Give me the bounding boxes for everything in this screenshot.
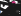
FancyBboxPatch shape — [1, 2, 3, 3]
Text: Function
owner: Function owner — [0, 0, 21, 16]
Text: $: $ — [0, 0, 11, 14]
Bar — [8, 11, 9, 13]
Bar — [8, 12, 9, 13]
FancyBboxPatch shape — [0, 0, 14, 9]
Circle shape — [9, 7, 10, 8]
Text: >_: >_ — [5, 0, 21, 14]
FancyBboxPatch shape — [2, 11, 3, 12]
FancyBboxPatch shape — [17, 11, 18, 12]
Text: App Bridge UI: App Bridge UI — [0, 0, 21, 15]
FancyBboxPatch shape — [15, 2, 20, 7]
FancyBboxPatch shape — [6, 5, 11, 6]
Text: Function: Function — [0, 0, 21, 6]
Text: GraphQL
Admin API: GraphQL Admin API — [9, 0, 21, 16]
Circle shape — [12, 3, 13, 4]
Bar — [5, 1, 12, 6]
Text: Merchant: Merchant — [0, 0, 21, 15]
Bar — [17, 3, 19, 4]
Text: App: App — [1, 0, 21, 15]
FancyBboxPatch shape — [6, 10, 11, 15]
Circle shape — [8, 8, 9, 9]
FancyBboxPatch shape — [14, 9, 21, 16]
Ellipse shape — [5, 1, 12, 2]
FancyBboxPatch shape — [1, 11, 2, 12]
Text: Metafields: Metafields — [0, 0, 21, 16]
Ellipse shape — [5, 5, 12, 7]
Text: Shopify: Shopify — [2, 0, 21, 9]
FancyBboxPatch shape — [17, 11, 18, 12]
Text: Input
query: Input query — [14, 4, 21, 16]
FancyBboxPatch shape — [0, 9, 14, 16]
